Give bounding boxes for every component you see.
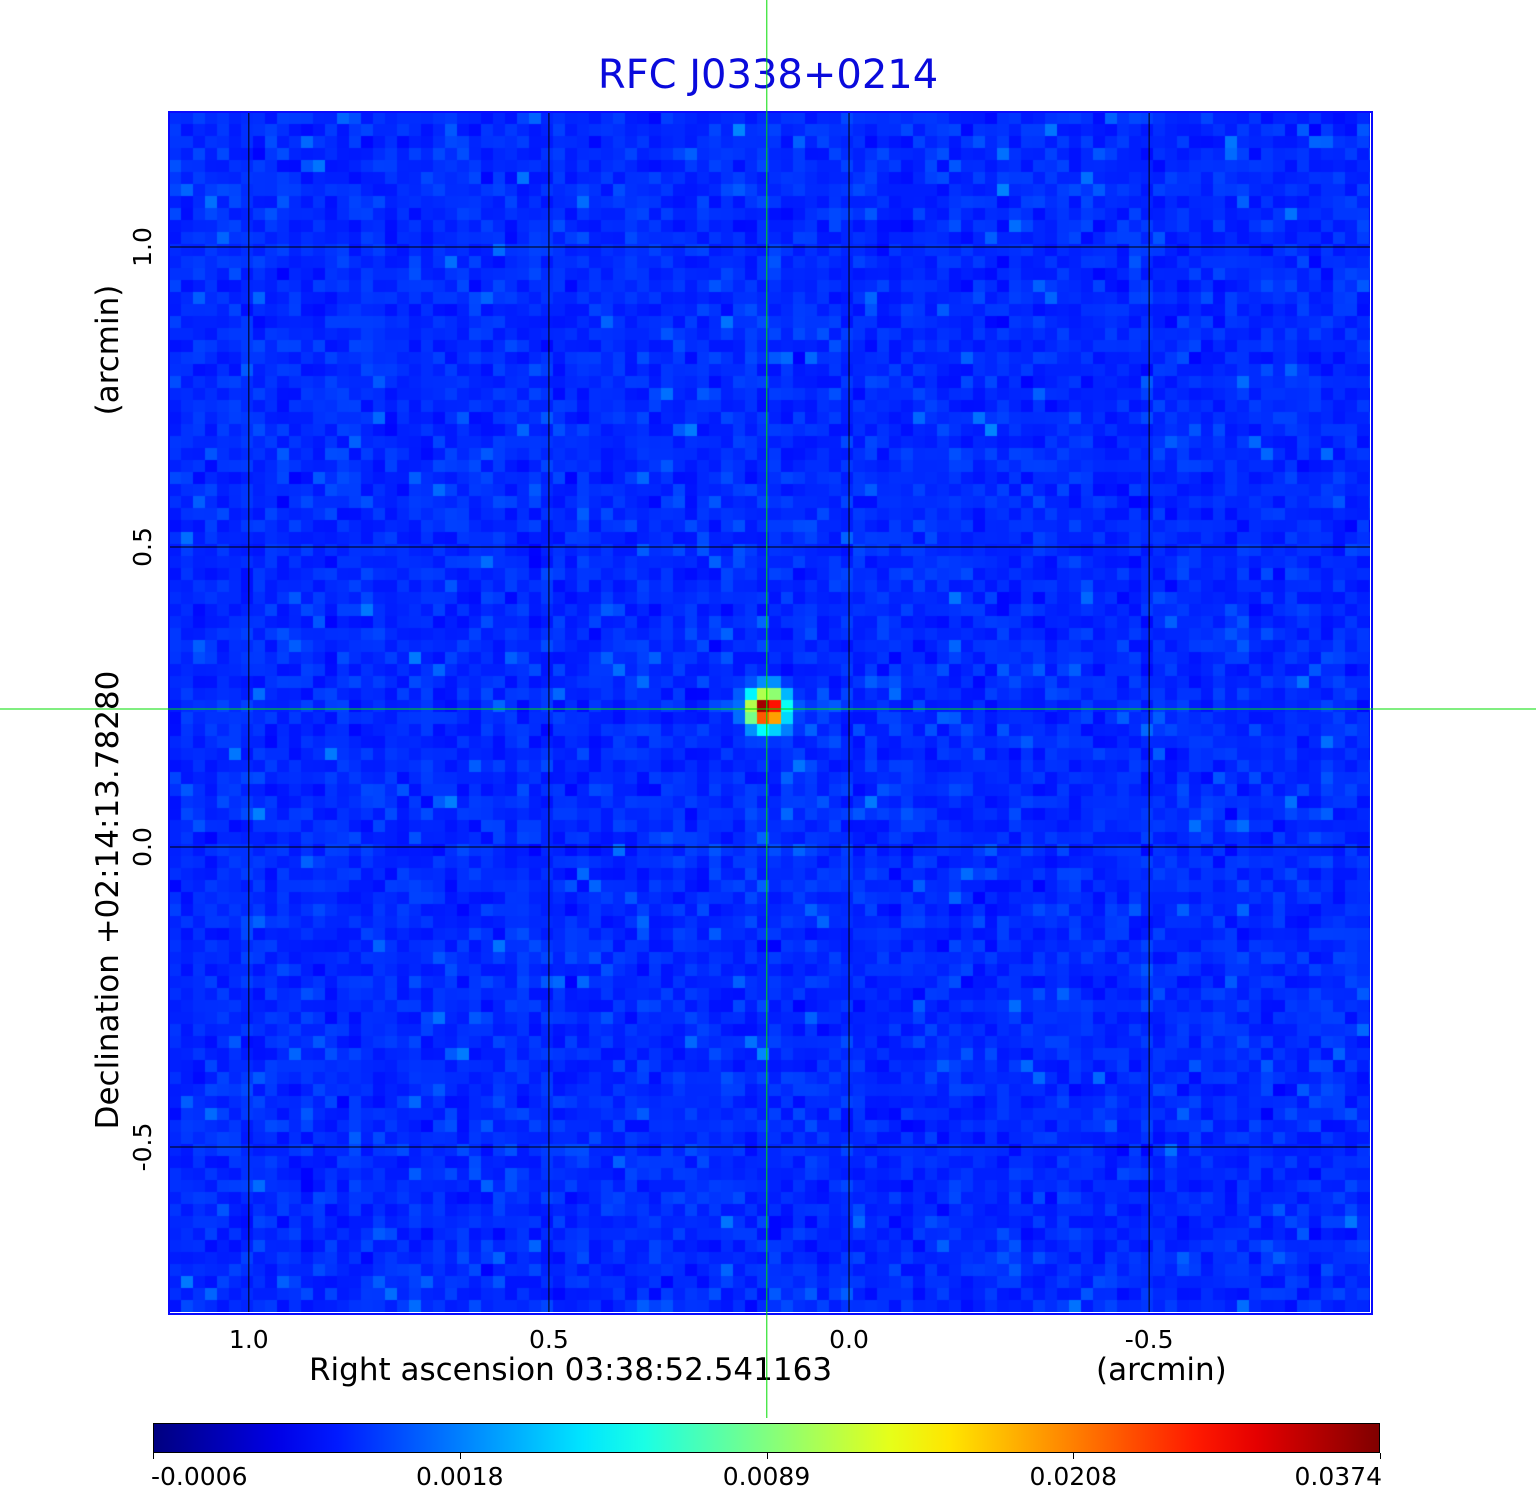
colorbar-tick: [1380, 1453, 1381, 1459]
x-tick-label: -0.5: [1124, 1325, 1174, 1354]
x-tick-label: 1.0: [228, 1325, 269, 1354]
colorbar-tick: [459, 1453, 461, 1459]
x-axis-label: Right ascension 03:38:52.541163: [309, 1352, 833, 1388]
colorbar-tick-label: 0.0089: [722, 1462, 811, 1491]
coordinate-grid: [169, 112, 1370, 1312]
colorbar-tick-label: 0.0018: [416, 1462, 504, 1491]
colorbar-tick: [153, 1453, 154, 1459]
colorbar-tick-label: 0.0208: [1029, 1462, 1117, 1491]
colorbar-tick-label: 0.0374: [1294, 1462, 1382, 1491]
y-axis-label: Declination +02:14:13.78280: [90, 670, 126, 1130]
colorbar-tick: [1073, 1453, 1075, 1459]
x-tick-label: 0.5: [529, 1325, 569, 1354]
y-tick-label: -0.5: [128, 1122, 157, 1172]
sky-image-heatmap: [169, 112, 1370, 1312]
colorbar: [153, 1423, 1380, 1453]
y-tick-label: 0.5: [128, 527, 157, 567]
x-tick-label: 0.0: [829, 1325, 869, 1354]
chart-title: RFC J0338+0214: [597, 52, 939, 98]
y-tick-label: 1.0: [128, 227, 157, 267]
colorbar-tick-label: -0.0006: [151, 1462, 248, 1491]
colorbar-tick: [766, 1453, 768, 1459]
x-axis-unit: (arcmin): [1096, 1352, 1227, 1388]
y-axis-unit: (arcmin): [90, 284, 126, 416]
y-tick-label: 0.0: [128, 827, 157, 867]
